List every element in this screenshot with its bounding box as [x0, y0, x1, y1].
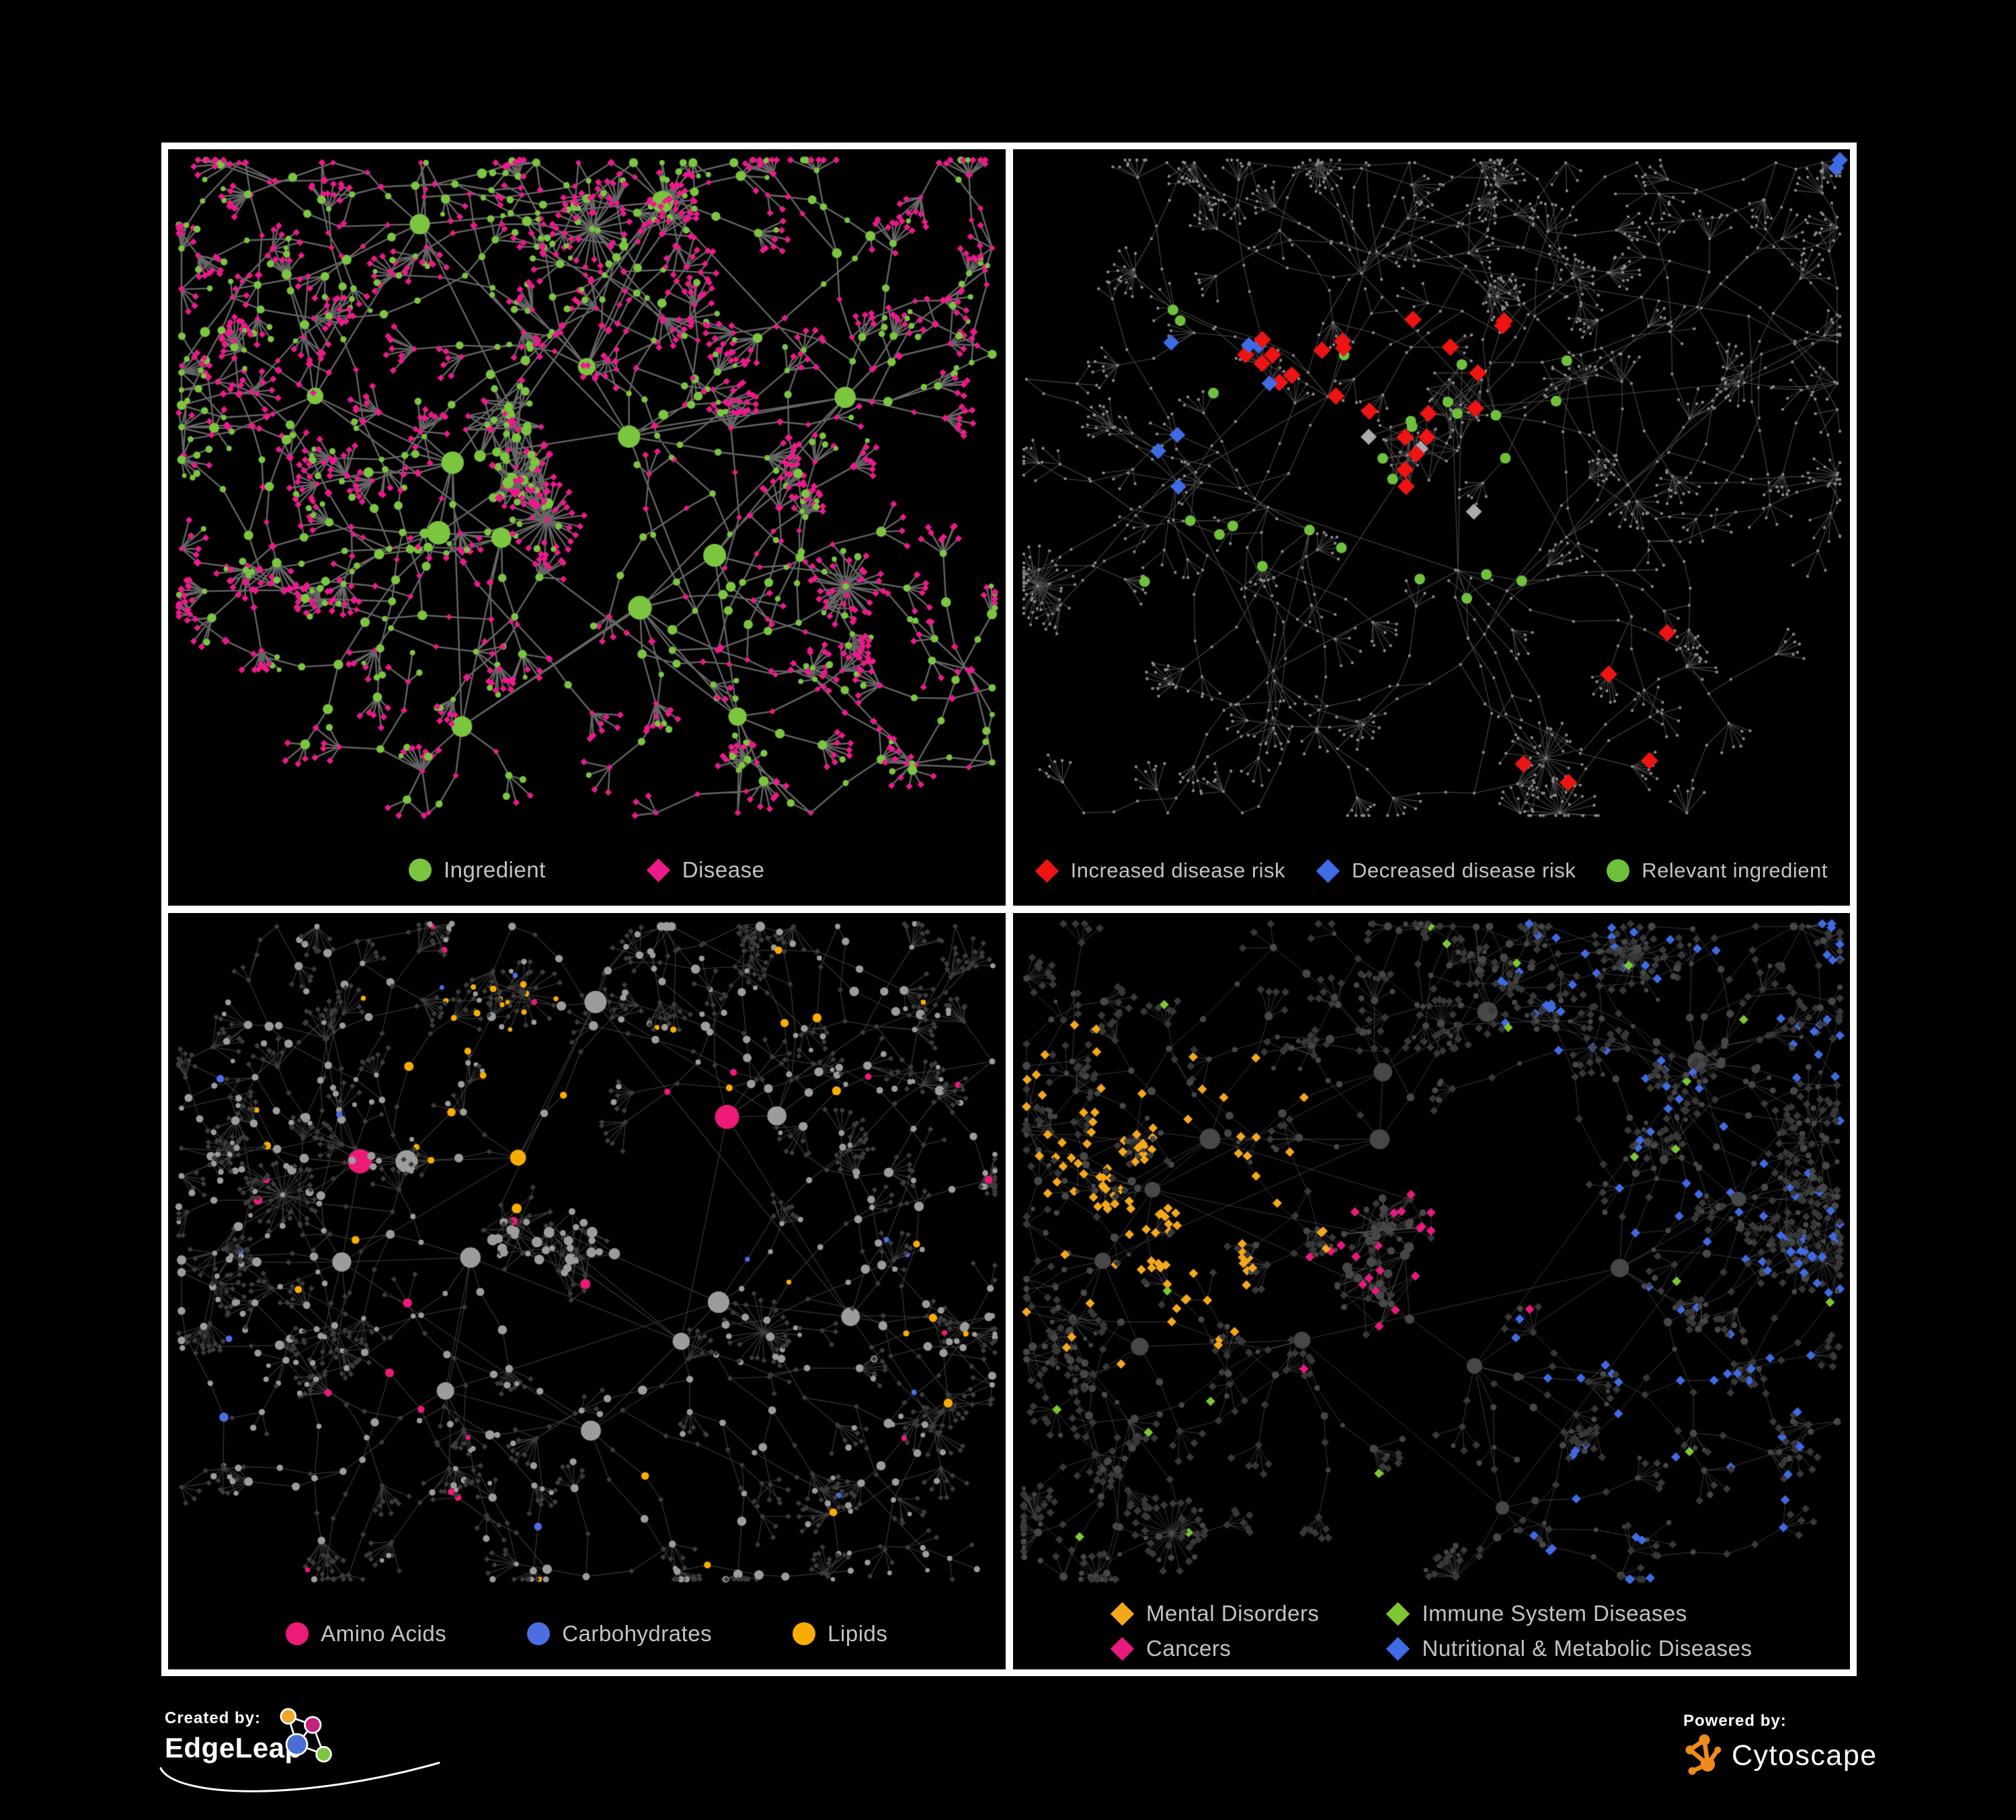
- legend-label: Disease: [682, 857, 765, 882]
- legend-item-immune-system-diseases: Immune System Diseases: [1386, 1601, 1687, 1626]
- cytoscape-brand-row: Cytoscape: [1683, 1733, 1992, 1778]
- legend-label: Mental Disorders: [1146, 1601, 1320, 1626]
- legend-item-carbohydrates: Carbohydrates: [527, 1621, 712, 1647]
- cytoscape-logo-icon: [1685, 1734, 1722, 1775]
- edgeleap-wordmark: EdgeLeap: [165, 1732, 303, 1764]
- legend-compound-classes: Amino Acids Carbohydrates Lipids: [168, 1621, 1006, 1647]
- legend-item-decreased-disease-risk: Decreased disease risk: [1316, 859, 1576, 883]
- legend-label: Decreased disease risk: [1352, 859, 1576, 882]
- legend-label: Nutritional & Metabolic Diseases: [1422, 1636, 1752, 1661]
- ingredient-circle-marker: [408, 859, 432, 881]
- edgeleap-swoosh: [159, 1762, 440, 1792]
- legend-label: Relevant ingredient: [1642, 859, 1828, 882]
- legend-label: Ingredient: [443, 857, 546, 882]
- panel-ingredient-disease: Ingredient Disease: [168, 149, 1006, 906]
- carbohydrates-circle-marker: [527, 1622, 551, 1645]
- nutritional-metabolic-diseases-diamond-marker: [1386, 1636, 1410, 1661]
- legend-item-amino-acids: Amino Acids: [286, 1621, 446, 1647]
- mental-disorders-diamond-marker: [1110, 1601, 1135, 1626]
- amino-acids-circle-marker: [286, 1622, 309, 1645]
- network-canvas-ingredient-disease: [168, 149, 1006, 826]
- legend-ingredient-disease: Ingredient Disease: [168, 857, 1006, 883]
- decreased-disease-risk-diamond-marker: [1316, 859, 1340, 883]
- lipids-circle-marker: [793, 1622, 816, 1645]
- relevant-ingredient-circle-marker: [1607, 859, 1630, 882]
- legend-disease-risk: Increased disease risk Decreased disease …: [1013, 859, 1851, 883]
- legend-label: Increased disease risk: [1070, 859, 1286, 882]
- created-by-credit: Created by: EdgeLeap: [159, 1708, 501, 1820]
- panel-disease-risk: Increased disease risk Decreased disease …: [1012, 149, 1851, 906]
- legend-label: Cancers: [1146, 1636, 1232, 1661]
- network-canvas-disease-categories: [1012, 913, 1850, 1590]
- legend-item-disease: Disease: [646, 857, 765, 883]
- edgeleap-logo-icon: [280, 1708, 332, 1763]
- legend-item-cancers: Cancers: [1110, 1636, 1232, 1661]
- increased-disease-risk-diamond-marker: [1035, 859, 1059, 883]
- legend-item-increased-disease-risk: Increased disease risk: [1035, 859, 1285, 883]
- legend-item-mental-disorders: Mental Disorders: [1110, 1601, 1320, 1626]
- legend-label: Lipids: [828, 1621, 888, 1646]
- legend-label: Immune System Diseases: [1422, 1601, 1687, 1626]
- legend-label: Amino Acids: [321, 1621, 447, 1646]
- disease-diamond-marker: [646, 858, 670, 882]
- legend-item-lipids: Lipids: [793, 1621, 887, 1647]
- legend-item-nutritional-metabolic-diseases: Nutritional & Metabolic Diseases: [1386, 1636, 1752, 1661]
- cytoscape-wordmark: Cytoscape: [1732, 1739, 1878, 1772]
- network-canvas-disease-risk: [1012, 149, 1850, 826]
- immune-system-diseases-diamond-marker: [1386, 1601, 1410, 1626]
- powered-by-credit: Powered by: Cytoscape: [1683, 1712, 1992, 1813]
- network-canvas-compound-classes: [168, 913, 1006, 1590]
- panels-frame: Ingredient Disease Increased disease risk…: [161, 143, 1857, 1676]
- powered-by-label: Powered by:: [1683, 1712, 1787, 1730]
- panel-disease-categories: Mental Disorders Immune System Diseases Ca…: [1012, 913, 1851, 1669]
- cancers-diamond-marker: [1110, 1636, 1135, 1661]
- panel-compound-classes: Amino Acids Carbohydrates Lipids: [168, 913, 1006, 1669]
- legend-item-ingredient: Ingredient: [408, 857, 546, 883]
- legend-label: Carbohydrates: [562, 1621, 713, 1646]
- edgeleap-brand-row: EdgeLeap: [159, 1708, 501, 1799]
- created-by-label: Created by:: [165, 1709, 261, 1727]
- legend-item-relevant-ingredient: Relevant ingredient: [1607, 859, 1828, 883]
- legend-disease-categories: Mental Disorders Immune System Diseases Ca…: [1013, 1601, 1851, 1661]
